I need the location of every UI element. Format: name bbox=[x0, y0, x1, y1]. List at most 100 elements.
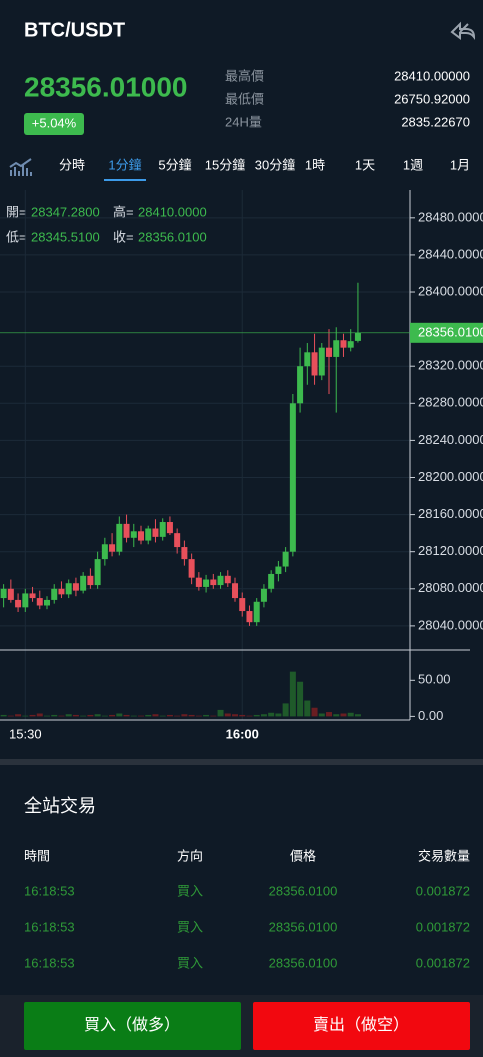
change: +5.04% bbox=[32, 115, 77, 130]
change-badge bbox=[24, 113, 84, 135]
stat-label: 24H量 bbox=[225, 114, 262, 129]
volume-bar bbox=[318, 713, 325, 717]
chart-type-icon[interactable] bbox=[9, 158, 32, 176]
timeframe-tab[interactable]: 1時 bbox=[305, 157, 325, 172]
candle-body bbox=[246, 611, 253, 623]
candle-body bbox=[22, 593, 29, 608]
candle-body bbox=[203, 579, 210, 587]
ohlc-label: 低= bbox=[6, 229, 27, 244]
column-header: 方向 bbox=[177, 848, 203, 863]
candle-body bbox=[340, 340, 347, 348]
volume-bar bbox=[123, 714, 130, 717]
candle-body bbox=[138, 531, 145, 541]
volume-bar bbox=[116, 713, 123, 717]
candle-body bbox=[44, 599, 51, 606]
volume-bar bbox=[253, 714, 260, 717]
volume-bar bbox=[101, 715, 108, 717]
trades-title: 全站交易 bbox=[24, 796, 96, 816]
volume-bar bbox=[7, 715, 14, 717]
candle-body bbox=[87, 575, 94, 586]
y-tick-label: 28280.0000 bbox=[418, 395, 483, 410]
x-tick-label: 16:00 bbox=[226, 726, 259, 741]
volume-bar bbox=[203, 714, 210, 717]
column-header: 價格 bbox=[290, 848, 316, 863]
timeframe-tab[interactable]: 1天 bbox=[355, 157, 375, 172]
y-tick-label: 28240.0000 bbox=[418, 432, 483, 447]
ohlc-value: 28345.5100 bbox=[31, 229, 100, 244]
ohlc-label: 高= bbox=[113, 204, 134, 219]
candle-body bbox=[72, 583, 79, 591]
volume-bar bbox=[224, 713, 231, 717]
volume-bar bbox=[289, 671, 296, 717]
last-price-box bbox=[410, 322, 483, 343]
volume-bar bbox=[44, 715, 51, 717]
timeframe-tab[interactable]: 1分鐘 bbox=[108, 157, 141, 172]
volume-bar bbox=[311, 707, 318, 717]
sell-button[interactable] bbox=[253, 1002, 470, 1050]
trade-cell: 28356.0100 bbox=[269, 919, 338, 934]
timeframe-tab[interactable]: 5分鐘 bbox=[158, 157, 191, 172]
trade-cell: 買入 bbox=[177, 883, 203, 898]
ohlc-value: 28347.2800 bbox=[31, 204, 100, 219]
volume-bar bbox=[130, 715, 137, 717]
volume-bar bbox=[181, 714, 188, 717]
volume-bar bbox=[159, 715, 166, 717]
ohlc-value: 28356.0100 bbox=[138, 229, 207, 244]
candle-body bbox=[174, 533, 181, 548]
timeframe-tab[interactable]: 15分鐘 bbox=[205, 157, 245, 172]
volume-bar bbox=[72, 714, 79, 717]
candle-body bbox=[282, 551, 289, 567]
volume-bar bbox=[297, 681, 304, 717]
stat-label: 最低價 bbox=[225, 91, 264, 106]
candle-body bbox=[101, 544, 108, 560]
buy-label: 買入（做多） bbox=[84, 1016, 180, 1034]
volume-bar bbox=[80, 715, 87, 717]
volume-bar bbox=[232, 714, 239, 717]
back-icon[interactable] bbox=[450, 21, 476, 41]
volume-bar bbox=[94, 714, 101, 717]
candle-body bbox=[232, 583, 239, 599]
candle-body bbox=[217, 575, 224, 586]
candle-body bbox=[51, 588, 58, 600]
timeframe-tab[interactable]: 分時 bbox=[59, 157, 85, 172]
tab-underline bbox=[104, 179, 146, 181]
volume-bar bbox=[268, 712, 275, 717]
volume-bar bbox=[188, 714, 195, 717]
stat-value: 2835.22670 bbox=[401, 114, 470, 129]
timeframe-tab[interactable]: 1月 bbox=[450, 157, 470, 172]
volume-bar bbox=[282, 703, 289, 717]
trade-cell: 16:18:53 bbox=[24, 919, 75, 934]
volume-bar bbox=[275, 713, 282, 717]
trade-cell: 0.001872 bbox=[416, 955, 470, 970]
volume-bar bbox=[138, 715, 145, 717]
candle-body bbox=[109, 544, 116, 552]
buy-button[interactable] bbox=[24, 1002, 241, 1050]
column-header: 時間 bbox=[24, 848, 50, 863]
volume-bar bbox=[333, 714, 340, 717]
stat-label: 最高價 bbox=[225, 68, 264, 83]
volume-bar bbox=[354, 714, 361, 717]
candle-body bbox=[239, 598, 246, 612]
volume-bar bbox=[210, 715, 217, 717]
candle-body bbox=[318, 347, 325, 376]
timeframe-tab[interactable]: 1週 bbox=[403, 157, 423, 172]
candle-body bbox=[94, 559, 101, 586]
volume-tick-label: 0.00 bbox=[418, 708, 443, 723]
candle-body bbox=[311, 352, 318, 376]
volume-bar bbox=[58, 715, 65, 717]
pair-title: BTC/USDT bbox=[24, 19, 125, 41]
column-header: 交易數量 bbox=[418, 848, 470, 863]
candle-body bbox=[224, 575, 231, 584]
candle-body bbox=[260, 588, 267, 602]
candle-body bbox=[297, 366, 304, 404]
volume-bar bbox=[0, 714, 7, 717]
candle-body bbox=[29, 593, 36, 599]
candle-body bbox=[166, 522, 173, 534]
candle-body bbox=[326, 347, 333, 357]
timeframe-tab[interactable]: 30分鐘 bbox=[255, 157, 295, 172]
candle-body bbox=[7, 588, 14, 600]
candle-body bbox=[80, 575, 87, 591]
volume-bar bbox=[145, 714, 152, 717]
volume-bar bbox=[217, 709, 224, 717]
volume-bar bbox=[347, 712, 354, 717]
